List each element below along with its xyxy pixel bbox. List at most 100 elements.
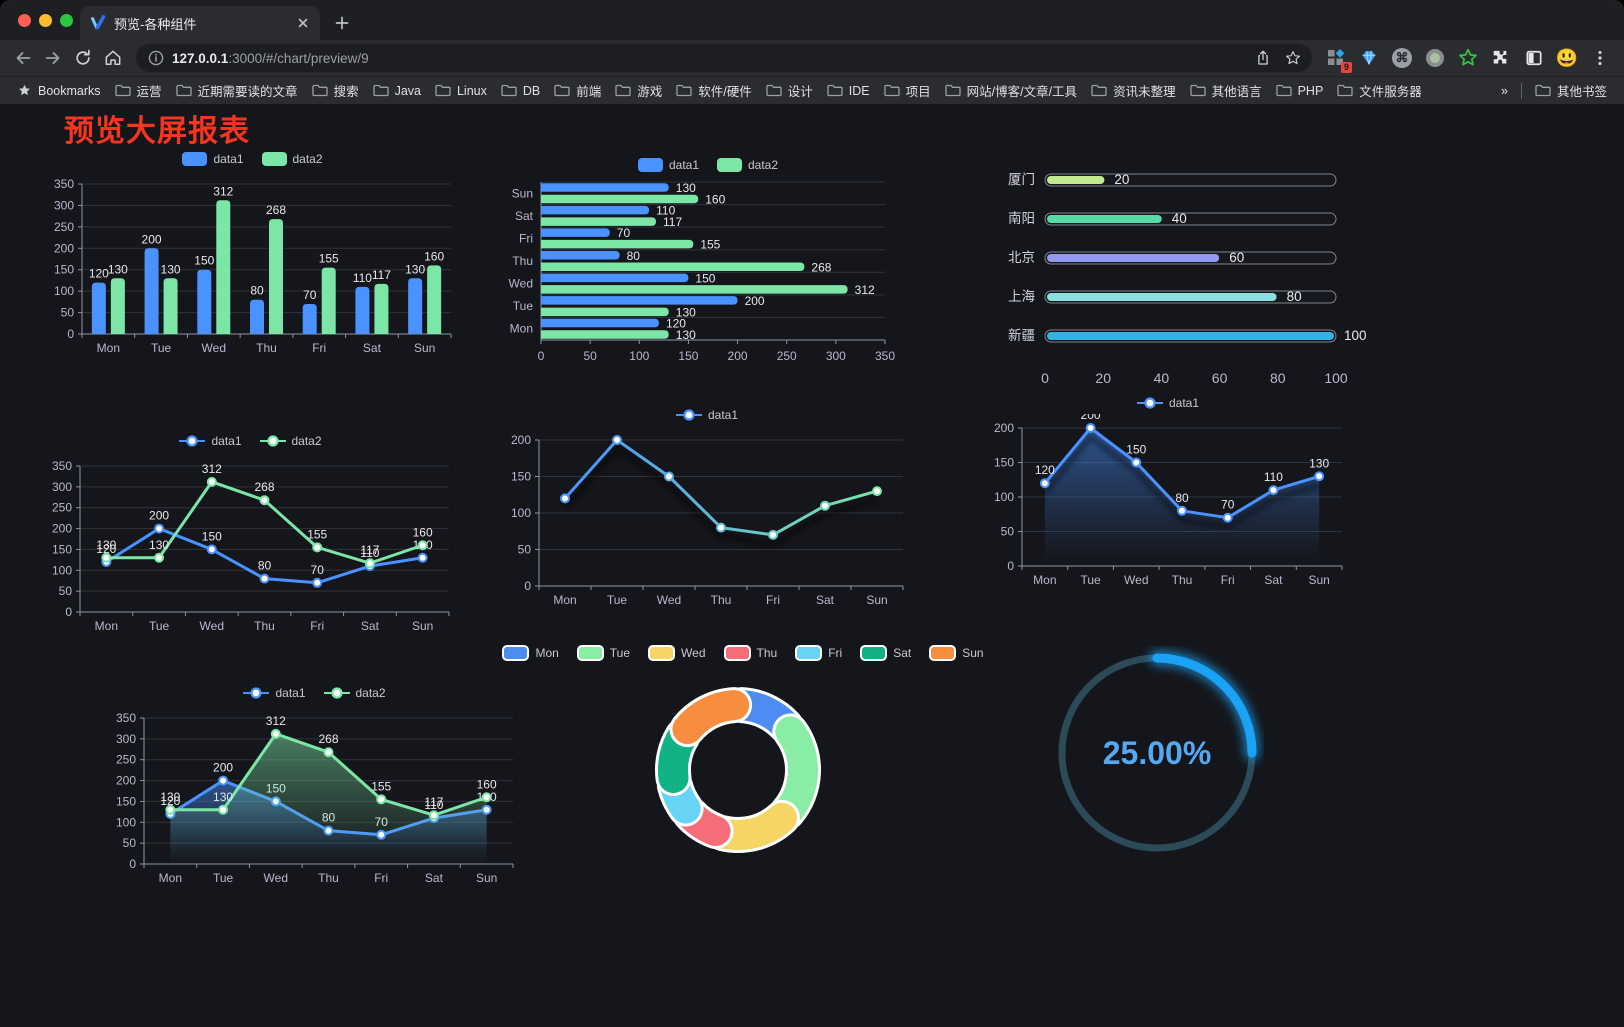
close-window-button[interactable] xyxy=(18,13,31,27)
bookmark-item[interactable]: 运营 xyxy=(108,78,169,103)
svg-text:160: 160 xyxy=(424,249,444,263)
donut-chart-canvas[interactable] xyxy=(548,664,938,968)
legend-label: Thu xyxy=(756,646,778,660)
bar-chart-canvas[interactable]: 0 50 100 150 200 250 300 350 Mon Tue Wed Thu Fri Sat S… xyxy=(40,170,465,360)
line-chart-canvas[interactable]: 0 50 100 150 200 Mon Tue Wed Thu Fri Sat Sun xyxy=(497,426,917,612)
legend-item[interactable]: Mon xyxy=(502,645,559,661)
bookmark-item[interactable]: Linux xyxy=(428,81,494,101)
bookmark-item[interactable]: PHP xyxy=(1269,81,1331,101)
extension-green-star-icon[interactable] xyxy=(1456,46,1480,70)
donut-chart: Mon Tue Wed Thu Fri Sat Sun xyxy=(502,642,984,968)
bookmark-item[interactable]: Bookmarks xyxy=(10,80,108,101)
progress-chart-canvas[interactable]: 厦门 20 南阳 40 北京 60 上海 80 新疆 100 0 20 40 60 80 100 xyxy=(985,164,1370,384)
bookmark-item[interactable]: 网站/博客/文章/工具 xyxy=(938,78,1084,103)
bookmark-item[interactable]: 搜索 xyxy=(305,78,366,103)
bookmark-item[interactable]: 其他语言 xyxy=(1183,78,1269,103)
profile-avatar[interactable]: 😃 xyxy=(1555,48,1579,68)
svg-text:150: 150 xyxy=(116,794,136,808)
menu-icon[interactable] xyxy=(1588,46,1612,70)
legend-item[interactable]: data1 xyxy=(179,434,242,448)
legend-item[interactable]: Fri xyxy=(795,645,842,661)
site-info-icon[interactable] xyxy=(148,50,164,66)
svg-text:250: 250 xyxy=(54,220,74,234)
bookmark-label: Java xyxy=(394,83,421,98)
minimize-window-button[interactable] xyxy=(39,13,52,27)
bookmark-item[interactable]: 软件/硬件 xyxy=(669,78,758,103)
svg-text:117: 117 xyxy=(372,268,391,282)
bookmark-item[interactable]: 资讯未整理 xyxy=(1084,78,1183,103)
svg-text:Fri: Fri xyxy=(374,871,388,885)
chart-legend: data1 data2 xyxy=(40,148,465,170)
legend-swatch xyxy=(860,645,888,661)
extension-record-icon[interactable] xyxy=(1423,46,1447,70)
svg-text:130: 130 xyxy=(676,328,696,342)
legend-item[interactable]: data1 xyxy=(637,158,699,172)
legend-item[interactable]: data2 xyxy=(261,152,323,166)
legend-item[interactable]: Tue xyxy=(576,645,630,661)
bookmark-label: 资讯未整理 xyxy=(1113,85,1176,99)
line-chart-canvas[interactable]: 0 50 100 150 200 250 300 350 Mon Tue Wed Thu Fri Sat S… xyxy=(38,452,463,638)
bookmark-item[interactable]: 项目 xyxy=(877,78,938,103)
legend-item[interactable]: data1 xyxy=(675,408,738,422)
zoom-window-button[interactable] xyxy=(60,13,73,27)
svg-text:Thu: Thu xyxy=(256,341,277,355)
svg-text:Thu: Thu xyxy=(512,254,533,268)
extension-gem-icon[interactable] xyxy=(1357,46,1381,70)
legend-swatch xyxy=(261,152,287,166)
svg-text:130: 130 xyxy=(676,181,696,195)
legend-item[interactable]: Sun xyxy=(929,645,984,661)
svg-text:Mon: Mon xyxy=(95,619,118,633)
legend-item[interactable]: data1 xyxy=(243,686,306,700)
progress-bar-chart: 厦门 20 南阳 40 北京 60 上海 80 新疆 100 0 20 40 60 80 100 xyxy=(985,164,1370,384)
bookmark-item[interactable]: 游戏 xyxy=(608,78,669,103)
svg-text:Wed: Wed xyxy=(509,277,533,291)
legend-item[interactable]: Wed xyxy=(648,645,706,661)
bookmark-item[interactable]: 设计 xyxy=(759,78,820,103)
legend-item[interactable]: data2 xyxy=(259,434,322,448)
new-tab-button[interactable] xyxy=(328,9,356,37)
share-icon[interactable] xyxy=(1248,44,1278,72)
svg-text:70: 70 xyxy=(617,226,631,240)
svg-text:268: 268 xyxy=(254,480,274,494)
bookmark-item[interactable]: » xyxy=(1494,81,1515,101)
svg-text:200: 200 xyxy=(213,761,233,775)
svg-text:20: 20 xyxy=(1095,370,1111,384)
bookmark-item[interactable]: Java xyxy=(366,81,428,101)
bookmark-item[interactable]: 前端 xyxy=(547,78,608,103)
extension-puzzle-icon[interactable] xyxy=(1489,46,1513,70)
bookmark-item[interactable]: 近期需要读的文章 xyxy=(169,78,305,103)
extension-command-icon[interactable]: ⌘ xyxy=(1390,46,1414,70)
line-chart-canvas[interactable]: 0 50 100 150 200 250 300 350 Mon Tue Wed Thu Fri Sat S… xyxy=(102,704,527,890)
legend-item[interactable]: data1 xyxy=(1136,396,1199,410)
bookmark-item[interactable]: IDE xyxy=(820,81,877,101)
extension-sidebar-icon[interactable] xyxy=(1522,46,1546,70)
bookmark-item[interactable]: 其他书签 xyxy=(1528,78,1614,103)
bar-chart-canvas[interactable]: 0 50 100 150 200 250 300 350 Sun Sat Fri Thu Wed Tue M… xyxy=(497,176,919,366)
bookmark-item[interactable]: DB xyxy=(494,81,547,101)
bookmark-label: 网站/博客/文章/工具 xyxy=(966,85,1078,99)
legend-item[interactable]: Sat xyxy=(860,645,911,661)
two-series-line-chart: data1 data2 0 50 100 150 200 250 300 350 Mon Tue Wed… xyxy=(38,430,463,638)
legend-item[interactable]: Thu xyxy=(723,645,778,661)
svg-text:300: 300 xyxy=(116,732,136,746)
forward-button[interactable] xyxy=(38,44,68,72)
line-chart-canvas[interactable]: 0 50 100 150 200 Mon Tue Wed Thu Fri Sat Sun 120 200 1… xyxy=(980,414,1356,592)
tab-close-icon[interactable] xyxy=(296,16,310,30)
legend-item[interactable]: data2 xyxy=(323,686,386,700)
browser-tab[interactable]: 预览-各种组件 xyxy=(80,6,320,40)
extension-grid-diamond-icon[interactable]: 9 xyxy=(1324,46,1352,73)
bookmark-star-icon[interactable] xyxy=(1278,44,1308,72)
legend-swatch xyxy=(576,645,604,661)
svg-text:268: 268 xyxy=(266,203,286,217)
url-host: 127.0.0.1 xyxy=(172,50,229,66)
gauge-chart-canvas[interactable]: 25.00% xyxy=(1050,646,1264,860)
back-button[interactable] xyxy=(8,44,38,72)
address-bar[interactable]: 127.0.0.1:3000/#/chart/preview/9 xyxy=(136,44,1312,72)
home-button[interactable] xyxy=(98,44,128,72)
bookmark-item[interactable]: 文件服务器 xyxy=(1330,78,1429,103)
legend-item[interactable]: data1 xyxy=(182,152,244,166)
svg-text:Fri: Fri xyxy=(766,593,780,607)
legend-item[interactable]: data2 xyxy=(717,158,778,172)
reload-button[interactable] xyxy=(68,44,98,72)
chart-legend: Mon Tue Wed Thu Fri Sat Sun xyxy=(502,642,984,664)
